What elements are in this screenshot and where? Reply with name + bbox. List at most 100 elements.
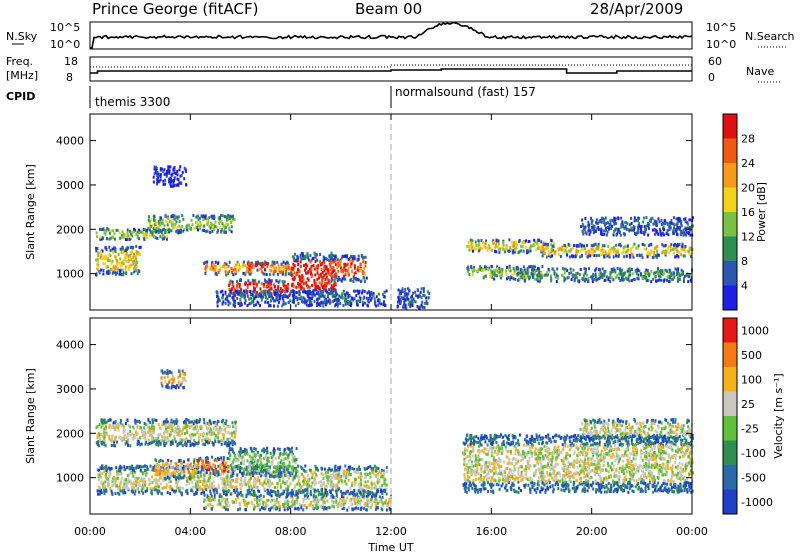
power-panel-cell: [153, 172, 156, 176]
velocity-panel-cell: [123, 433, 126, 437]
velocity-panel-cell: [285, 474, 287, 478]
power-panel-cell: [302, 257, 305, 261]
velocity-panel-cell: [113, 444, 116, 448]
power-panel-cell: [143, 228, 146, 232]
power-panel-cell: [672, 231, 675, 235]
power-panel-cell: [115, 259, 118, 263]
power-panel-cell: [688, 218, 691, 222]
power-panel-cell: [667, 247, 670, 251]
velocity-panel-cell: [135, 433, 138, 437]
power-panel-cell: [234, 304, 236, 308]
velocity-panel-cell: [354, 470, 357, 474]
velocity-panel-cell: [132, 437, 135, 441]
power-panel-cell: [647, 272, 650, 276]
power-panel-cell: [333, 282, 336, 286]
power-panel-cell: [685, 273, 688, 277]
power-panel-cell: [111, 259, 114, 263]
power-panel-cell: [535, 269, 538, 272]
freq-panel: Freq. [MHz] 18 8 60 0 Nave: [6, 55, 782, 84]
velocity-panel-cell: [129, 479, 132, 483]
velocity-panel-cell: [201, 488, 204, 492]
power-panel-cell: [171, 179, 174, 183]
power-panel-cell: [631, 272, 634, 276]
power-panel-cell: [122, 262, 125, 266]
power-panel-cell: [313, 267, 316, 271]
velocity-panel-cell: [219, 430, 222, 434]
velocity-panel-cell: [318, 490, 321, 494]
power-panel-cell: [214, 220, 217, 224]
velocity-panel-cell: [345, 473, 348, 477]
power-panel-cell: [313, 293, 316, 297]
power-panel-cell: [681, 244, 684, 248]
power-panel-cell: [552, 267, 555, 271]
velocity-panel-cell: [345, 471, 348, 475]
power-panel-cell: [248, 297, 251, 301]
power-panel-cell: [596, 222, 599, 225]
power-panel-cell: [248, 272, 251, 276]
power-panel-cell: [112, 229, 115, 233]
power-panel-cell: [675, 217, 678, 221]
velocity-panel-cell: [133, 481, 136, 485]
velocity-panel-cell: [102, 418, 105, 422]
power-panel-cell: [124, 254, 127, 258]
power-panel-cell: [622, 223, 625, 227]
power-panel-cell: [660, 219, 663, 222]
power-panel-cell: [669, 248, 672, 252]
power-panel-cell: [662, 225, 665, 229]
velocity-panel-cell: [354, 481, 357, 485]
power-panel-cell: [156, 226, 159, 230]
power-panel-cell: [121, 250, 124, 254]
power-panel-cell: [689, 228, 692, 232]
velocity-panel-cell: [165, 424, 168, 428]
velocity-panel-cell: [137, 442, 140, 445]
power-panel-cell: [252, 279, 255, 283]
power-panel-cell: [533, 272, 536, 276]
velocity-panel-cell: [181, 438, 184, 442]
velocity-panel-cell: [114, 479, 117, 483]
power-panel-cell: [644, 276, 646, 280]
freq-unit: [MHz]: [6, 69, 38, 82]
power-panel-cell: [178, 181, 181, 185]
velocity-panel-cell: [102, 487, 105, 491]
power-panel-cell: [95, 272, 98, 276]
velocity-panel-cell: [385, 492, 388, 496]
freq-tick-high: 18: [64, 55, 78, 68]
freq-tick-low: 8: [66, 71, 73, 84]
velocity-panel-cell: [116, 476, 119, 480]
power-panel-cell: [659, 229, 662, 233]
power-panel-cell: [548, 254, 551, 258]
power-panel-cell: [275, 279, 278, 283]
power-panel-cell: [110, 262, 113, 266]
power-panel-cell: [248, 302, 251, 306]
power-panel-cell: [553, 269, 556, 273]
power-panel-cell: [325, 289, 328, 293]
power-panel-cell: [167, 170, 170, 174]
nsky-tick-high: 10^5: [50, 21, 80, 34]
power-panel-cell: [287, 266, 290, 269]
power-panel-cell: [423, 301, 426, 305]
velocity-panel-cell: [162, 465, 165, 469]
power-panel-cell: [286, 261, 289, 265]
power-panel-cell: [232, 300, 235, 304]
power-panel-cell: [292, 284, 295, 288]
power-panel-cell: [549, 274, 552, 278]
power-panel-cell: [661, 251, 664, 255]
power-panel-cell: [315, 264, 318, 268]
power-panel-cell: [607, 276, 610, 280]
velocity-panel-cell: [385, 483, 388, 487]
power-panel-cell: [642, 220, 645, 224]
power-panel-cell: [262, 271, 265, 275]
power-panel-cell: [589, 216, 592, 220]
power-panel-cell: [512, 244, 515, 248]
power-panel-cell: [368, 297, 370, 300]
velocity-panel-cell: [266, 488, 269, 492]
power-panel-cell: [251, 263, 254, 267]
power-panel-cell: [606, 230, 609, 234]
velocity-panel-cell: [102, 485, 105, 489]
power-panel-cell: [192, 214, 195, 217]
power-panel-cell: [244, 281, 247, 285]
power-panel-cell: [313, 251, 316, 255]
power-panel-cell: [646, 251, 649, 255]
velocity-panel-cell: [150, 489, 153, 493]
